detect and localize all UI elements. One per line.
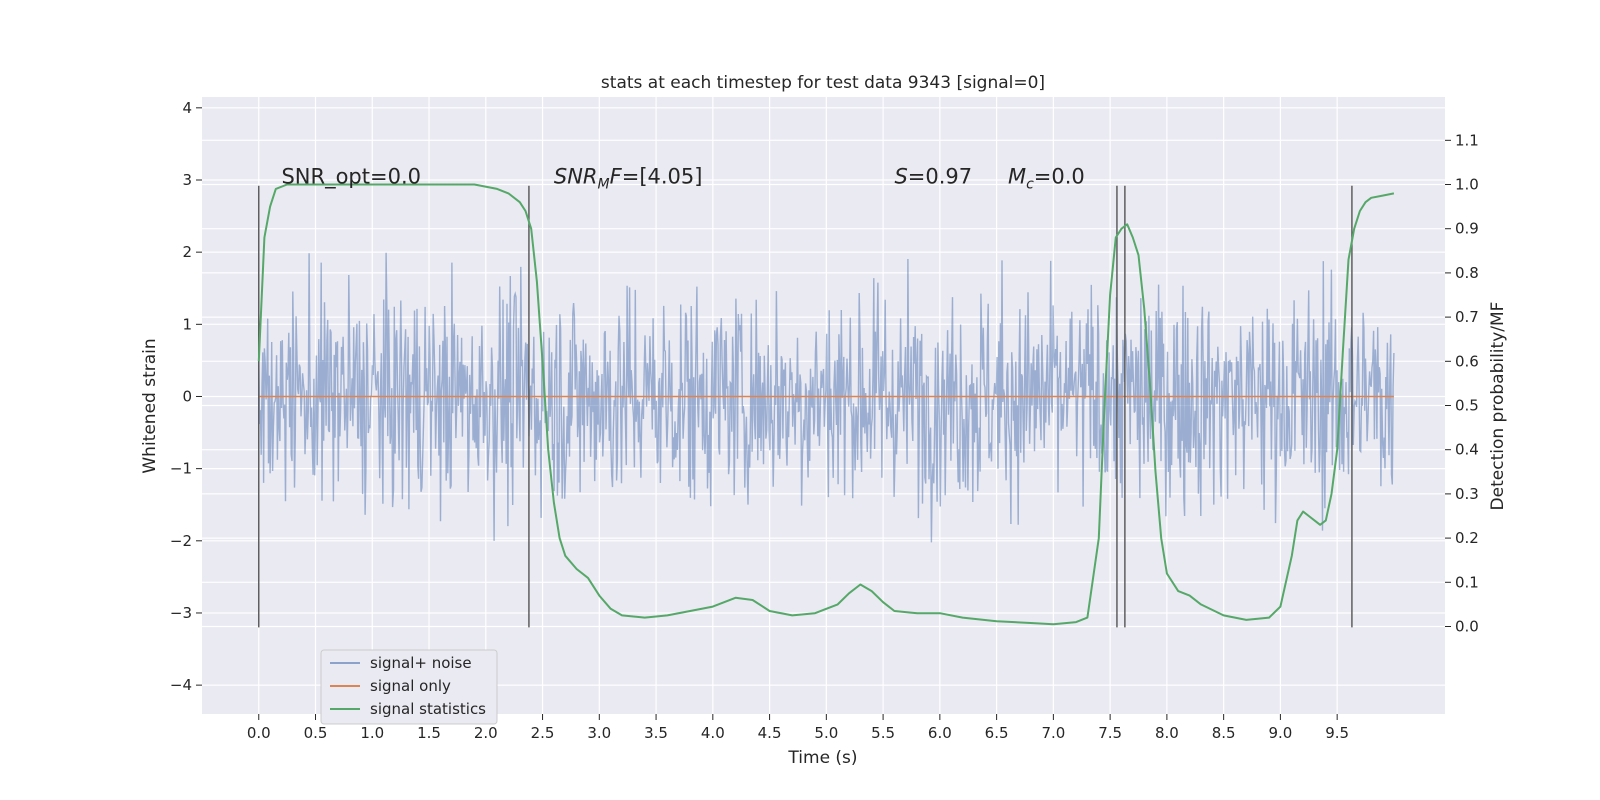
noise-trace: [258, 252, 1395, 543]
x-tick-label: 0.5: [304, 724, 328, 742]
legend: signal+ noise signal only signal statist…: [320, 649, 498, 725]
x-tick-label: 8.0: [1155, 724, 1179, 742]
signal-noise-series: [258, 252, 1395, 543]
y2-tick-label: 0.0: [1455, 617, 1479, 635]
y-tick-label: 2: [182, 243, 192, 261]
y-tick-label: 1: [182, 315, 192, 333]
y2-tick-label: 0.7: [1455, 308, 1479, 326]
y2-tick-label: 0.9: [1455, 220, 1479, 238]
y-tick-label: 4: [182, 99, 192, 117]
annotation-text: S=0.97: [894, 165, 972, 189]
x-tick-label: 5.5: [871, 724, 895, 742]
y2-tick-label: 0.3: [1455, 485, 1479, 503]
signal-statistics-line: [257, 183, 1395, 626]
x-axis-label: Time (s): [787, 748, 857, 768]
y2-tick-label: 0.1: [1455, 573, 1479, 591]
x-tick-label: 5.0: [814, 724, 838, 742]
y2-axis-label: Detection probability/MF: [1488, 302, 1508, 511]
x-tick-label: 0.0: [247, 724, 271, 742]
y-tick-label: −3: [170, 604, 192, 622]
y2-tick-label: 0.2: [1455, 529, 1479, 547]
y-axis-label: Whitened strain: [140, 338, 160, 473]
x-tick-label: 2.5: [531, 724, 555, 742]
legend-label-statistics: signal statistics: [370, 700, 486, 718]
y-tick-label: −1: [170, 460, 192, 478]
y2-axis-ticks: 1.1 1.0 0.9 0.8 0.7 0.6 0.5 0.4 0.3 0.2 0.1 0.0: [1445, 131, 1479, 635]
annotation-text: Mc=0.0: [1008, 165, 1085, 193]
y2-tick-label: 0.4: [1455, 441, 1479, 459]
y2-tick-label: 1.0: [1455, 176, 1479, 194]
x-tick-label: 6.5: [985, 724, 1009, 742]
y2-tick-label: 0.6: [1455, 352, 1479, 370]
y-tick-label: −4: [170, 676, 192, 694]
x-tick-label: 3.5: [644, 724, 668, 742]
signal-statistics-series: [257, 183, 1395, 626]
y-axis-ticks: 4 3 2 1 0 −1 −2 −3 −4: [170, 99, 202, 694]
x-axis-ticks: 0.0 0.5 1.0 1.5 2.0 2.5 3.0 3.5 4.0 4.5 5.0 5.5 6.0 6…: [247, 714, 1349, 742]
y-tick-label: −2: [170, 532, 192, 550]
window-markers: [258, 185, 1353, 628]
x-tick-label: 1.5: [417, 724, 441, 742]
chart-title: stats at each timestep for test data 934…: [601, 73, 1045, 93]
x-tick-label: 3.0: [587, 724, 611, 742]
x-tick-label: 8.5: [1212, 724, 1236, 742]
annotation-text: SNR_opt=0.0: [281, 165, 421, 190]
x-tick-label: 6.0: [928, 724, 952, 742]
annotations: SNR_opt=0.0 SNRMF=[4.05] S=0.97 Mc=0.0: [281, 165, 1084, 193]
x-tick-label: 4.5: [758, 724, 782, 742]
legend-frame: [320, 649, 498, 725]
y2-tick-label: 0.8: [1455, 264, 1479, 282]
x-tick-label: 2.0: [474, 724, 498, 742]
y-tick-label: 3: [182, 171, 192, 189]
x-tick-label: 1.0: [360, 724, 384, 742]
y-tick-label: 0: [182, 387, 192, 405]
y2-tick-label: 1.1: [1455, 131, 1479, 149]
legend-label-signal: signal only: [370, 677, 451, 695]
x-tick-label: 9.0: [1268, 724, 1292, 742]
y2-tick-label: 0.5: [1455, 397, 1479, 415]
annotation-text: SNRMF=[4.05]: [554, 165, 703, 193]
x-tick-label: 7.5: [1098, 724, 1122, 742]
x-tick-label: 9.5: [1325, 724, 1349, 742]
x-tick-label: 4.0: [701, 724, 725, 742]
legend-label-noise: signal+ noise: [370, 654, 472, 672]
x-tick-label: 7.0: [1041, 724, 1065, 742]
